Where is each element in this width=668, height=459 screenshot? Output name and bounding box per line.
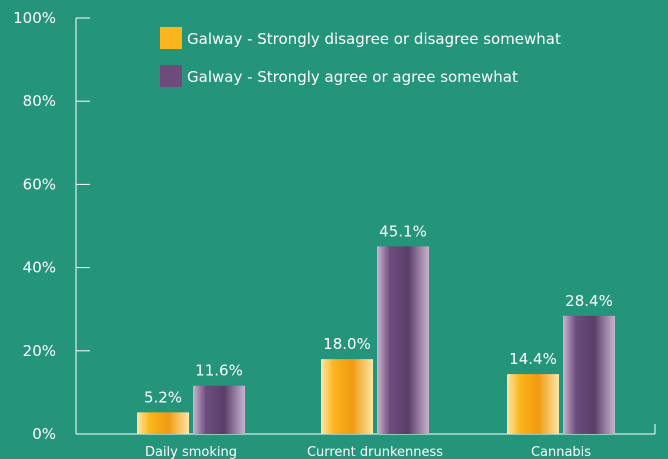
y-tick-label: 60% [23,175,56,193]
bar-value-label: 18.0% [323,335,371,353]
x-category-label: Daily smoking [145,445,237,459]
bar [321,359,373,434]
x-axis: Daily smoking Current drunkenness Cannabis [76,424,656,459]
legend-swatch [160,27,182,49]
bar-value-label: 11.6% [195,362,243,380]
bar-value-label: 45.1% [379,222,427,240]
y-tick-label: 80% [23,92,56,110]
bars: 5.2% 11.6% 18.0% 45.1% 14.4% 28.4% [137,222,615,434]
bar-value-label: 5.2% [144,388,182,406]
legend-label: Galway - Strongly agree or agree somewha… [187,68,518,86]
bar [137,412,189,434]
legend-label: Galway - Strongly disagree or disagree s… [187,30,561,48]
bar-value-label: 14.4% [509,350,557,368]
x-category-label: Cannabis [531,445,591,459]
y-tick-label: 40% [23,259,56,277]
bar [563,315,615,434]
bar [193,385,245,434]
y-tick-label: 100% [13,9,56,27]
legend-swatch [160,65,182,87]
y-tick-label: 0% [32,425,56,443]
bar-value-label: 28.4% [565,292,613,310]
y-axis: 0% 20% 40% 60% 80% 100% [13,9,90,443]
bar [377,246,429,434]
y-tick-label: 20% [23,342,56,360]
x-category-label: Current drunkenness [307,445,443,459]
bar [507,374,559,434]
legend: Galway - Strongly disagree or disagree s… [160,27,561,87]
